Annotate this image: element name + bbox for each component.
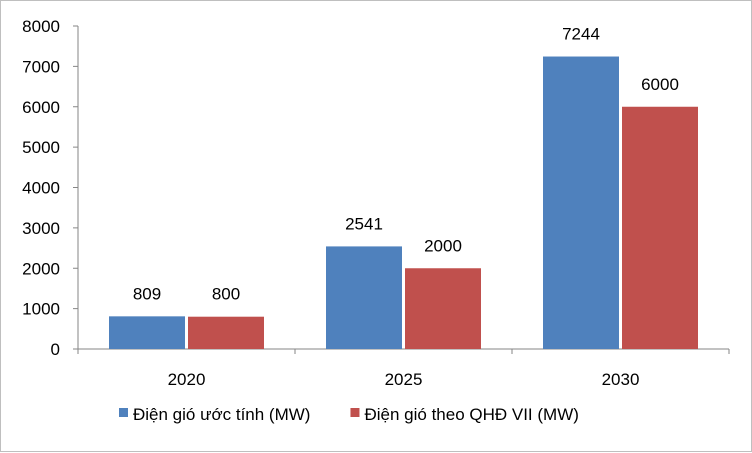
data-label: 6000: [641, 75, 679, 94]
legend-label-1: Điện gió ước tính (MW): [133, 405, 310, 424]
y-tick-label: 2000: [22, 259, 60, 278]
y-tick-label: 5000: [22, 138, 60, 157]
x-axis-ticks: 2020 2025 2030: [77, 349, 730, 389]
y-tick-label: 8000: [22, 17, 60, 36]
data-label: 2000: [424, 236, 462, 255]
data-labels-group: 809 800 2541 2000 7244 6000: [133, 25, 679, 304]
bar-series-1-2020: [109, 316, 185, 349]
legend: Điện gió ước tính (MW) Điện gió theo QHĐ …: [119, 405, 579, 424]
bar-series-2-2020: [188, 316, 264, 349]
bar-series-1-2025: [326, 246, 402, 349]
legend-label-2: Điện gió theo QHĐ VII (MW): [364, 405, 578, 424]
y-tick-label: 4000: [22, 179, 60, 198]
y-axis-ticks: 0 1000 2000 3000 4000 5000 6000 7000 8000: [22, 17, 78, 359]
y-tick-label: 1000: [22, 300, 60, 319]
data-label: 800: [212, 285, 240, 304]
x-tick-label: 2025: [385, 370, 423, 389]
bar-series-2-2025: [405, 268, 481, 349]
y-tick-label: 7000: [22, 57, 60, 76]
data-label: 809: [133, 284, 161, 303]
x-tick-label: 2020: [168, 370, 206, 389]
bars-group: [109, 56, 698, 349]
y-tick-label: 3000: [22, 219, 60, 238]
data-label: 7244: [562, 25, 600, 44]
y-tick-label: 6000: [22, 98, 60, 117]
data-label: 2541: [345, 214, 383, 233]
bar-series-2-2030: [622, 106, 698, 349]
x-tick-label: 2030: [602, 370, 640, 389]
legend-swatch-2: [350, 408, 360, 417]
y-tick-label: 0: [51, 340, 60, 359]
legend-swatch-1: [119, 408, 128, 417]
bar-series-1-2030: [543, 56, 619, 349]
